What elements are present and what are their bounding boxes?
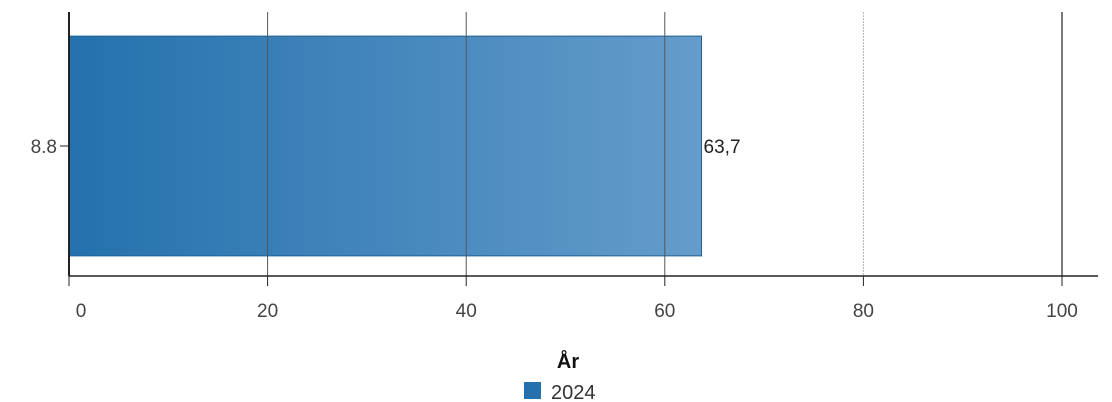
x-tick-layer: 0 20 40 60 80 100 [68,276,1078,322]
legend-swatch-2024 [524,382,541,399]
x-tick-label-100: 100 [1046,301,1078,322]
x-tick-label-20: 20 [257,301,278,322]
legend-title: År [557,349,579,373]
y-category-label-8.8: 8.8 [31,137,57,158]
x-tick-label-40: 40 [456,301,477,322]
legend: År 2024 [524,349,596,402]
legend-label-2024: 2024 [551,382,596,402]
data-label-layer: 63,7 [704,137,741,158]
bar-2024-8.8 [68,35,703,257]
bars-layer [68,35,703,257]
grid-layer [267,12,1063,276]
x-tick-label-80: 80 [853,301,874,322]
category-layer: 8.8 [31,137,69,158]
x-tick-label-0: 0 [76,301,87,322]
data-label-2024-8.8: 63,7 [704,137,741,158]
x-tick-label-60: 60 [654,301,675,322]
